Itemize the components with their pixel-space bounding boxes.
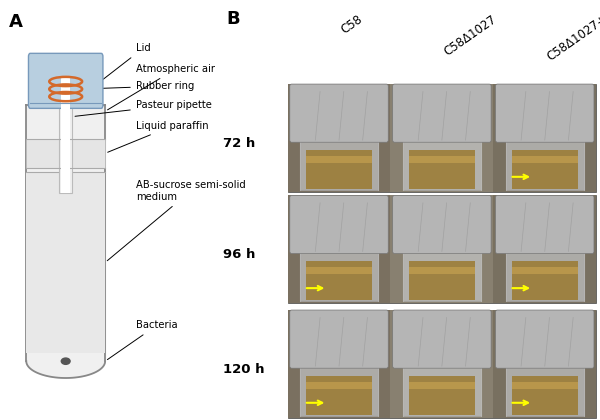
Text: C58Δ1027+: C58Δ1027+ bbox=[545, 13, 600, 64]
Bar bbox=[506, 131, 584, 190]
Bar bbox=[306, 156, 372, 163]
Text: Pasteur pipette: Pasteur pipette bbox=[75, 100, 212, 116]
FancyBboxPatch shape bbox=[496, 84, 594, 142]
Ellipse shape bbox=[61, 358, 70, 364]
Bar bbox=[391, 84, 493, 192]
Bar bbox=[512, 261, 578, 300]
Bar bbox=[512, 267, 578, 274]
Bar bbox=[287, 84, 596, 192]
Polygon shape bbox=[26, 105, 105, 361]
Polygon shape bbox=[26, 361, 105, 378]
Bar bbox=[306, 382, 372, 389]
Bar bbox=[287, 310, 596, 418]
Bar bbox=[306, 261, 372, 300]
Text: AB-sucrose semi-solid
medium: AB-sucrose semi-solid medium bbox=[107, 180, 245, 261]
Bar bbox=[287, 195, 391, 303]
FancyBboxPatch shape bbox=[28, 53, 103, 108]
Text: Liquid paraffin: Liquid paraffin bbox=[107, 121, 208, 152]
Text: Lid: Lid bbox=[103, 43, 151, 79]
Bar bbox=[287, 195, 596, 303]
Bar bbox=[512, 150, 578, 189]
FancyBboxPatch shape bbox=[290, 195, 388, 254]
Text: 72 h: 72 h bbox=[223, 137, 255, 150]
Bar bbox=[59, 74, 72, 193]
Text: 120 h: 120 h bbox=[223, 363, 265, 376]
Bar bbox=[403, 357, 481, 416]
Text: Rubber ring: Rubber ring bbox=[84, 81, 194, 91]
Bar bbox=[391, 310, 493, 418]
Bar bbox=[493, 310, 596, 418]
Bar bbox=[409, 376, 475, 415]
Bar bbox=[409, 267, 475, 274]
Bar bbox=[26, 172, 105, 353]
FancyBboxPatch shape bbox=[290, 310, 388, 368]
Bar bbox=[391, 195, 493, 303]
FancyBboxPatch shape bbox=[392, 84, 491, 142]
Bar bbox=[409, 382, 475, 389]
Bar bbox=[493, 84, 596, 192]
Bar bbox=[409, 156, 475, 163]
Bar bbox=[287, 84, 391, 192]
Bar bbox=[300, 242, 378, 301]
Text: Atmospheric air: Atmospheric air bbox=[107, 64, 215, 110]
Bar bbox=[409, 261, 475, 300]
Bar bbox=[287, 310, 391, 418]
Bar bbox=[409, 150, 475, 189]
Bar bbox=[493, 195, 596, 303]
Text: Bacteria: Bacteria bbox=[107, 320, 178, 360]
Bar bbox=[506, 357, 584, 416]
Text: C58: C58 bbox=[339, 13, 365, 37]
Text: B: B bbox=[227, 10, 240, 29]
Bar bbox=[512, 156, 578, 163]
Text: A: A bbox=[9, 13, 23, 31]
Bar bbox=[306, 267, 372, 274]
Bar bbox=[306, 376, 372, 415]
FancyBboxPatch shape bbox=[392, 195, 491, 254]
Bar bbox=[403, 242, 481, 301]
Text: C58Δ1027: C58Δ1027 bbox=[442, 13, 499, 58]
Bar bbox=[506, 242, 584, 301]
FancyBboxPatch shape bbox=[392, 310, 491, 368]
FancyBboxPatch shape bbox=[290, 84, 388, 142]
Bar bbox=[512, 382, 578, 389]
Bar bbox=[61, 78, 70, 193]
Bar bbox=[512, 376, 578, 415]
Bar bbox=[26, 139, 105, 168]
Bar bbox=[306, 150, 372, 189]
Bar bbox=[300, 357, 378, 416]
FancyBboxPatch shape bbox=[496, 310, 594, 368]
Text: 96 h: 96 h bbox=[223, 248, 255, 261]
Bar bbox=[403, 131, 481, 190]
FancyBboxPatch shape bbox=[496, 195, 594, 254]
Bar bbox=[300, 131, 378, 190]
